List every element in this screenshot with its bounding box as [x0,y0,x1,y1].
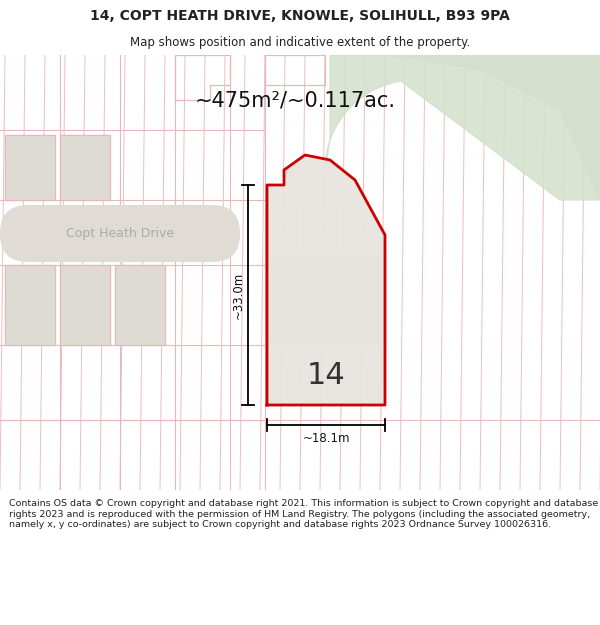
Polygon shape [325,55,600,200]
Text: 14: 14 [307,361,346,389]
Polygon shape [267,155,385,405]
Text: ~18.1m: ~18.1m [302,432,350,446]
Polygon shape [5,135,55,200]
Polygon shape [267,255,385,345]
Text: 14, COPT HEATH DRIVE, KNOWLE, SOLIHULL, B93 9PA: 14, COPT HEATH DRIVE, KNOWLE, SOLIHULL, … [90,9,510,24]
Polygon shape [330,55,600,200]
Text: ~33.0m: ~33.0m [232,271,245,319]
Text: Map shows position and indicative extent of the property.: Map shows position and indicative extent… [130,36,470,49]
FancyBboxPatch shape [0,205,240,262]
Polygon shape [5,265,55,345]
Polygon shape [60,265,110,345]
Text: Contains OS data © Crown copyright and database right 2021. This information is : Contains OS data © Crown copyright and d… [9,499,598,529]
Text: ~475m²/~0.117ac.: ~475m²/~0.117ac. [194,90,395,110]
Polygon shape [60,135,110,200]
Text: Copt Heath Drive: Copt Heath Drive [66,227,174,240]
Polygon shape [115,265,165,345]
